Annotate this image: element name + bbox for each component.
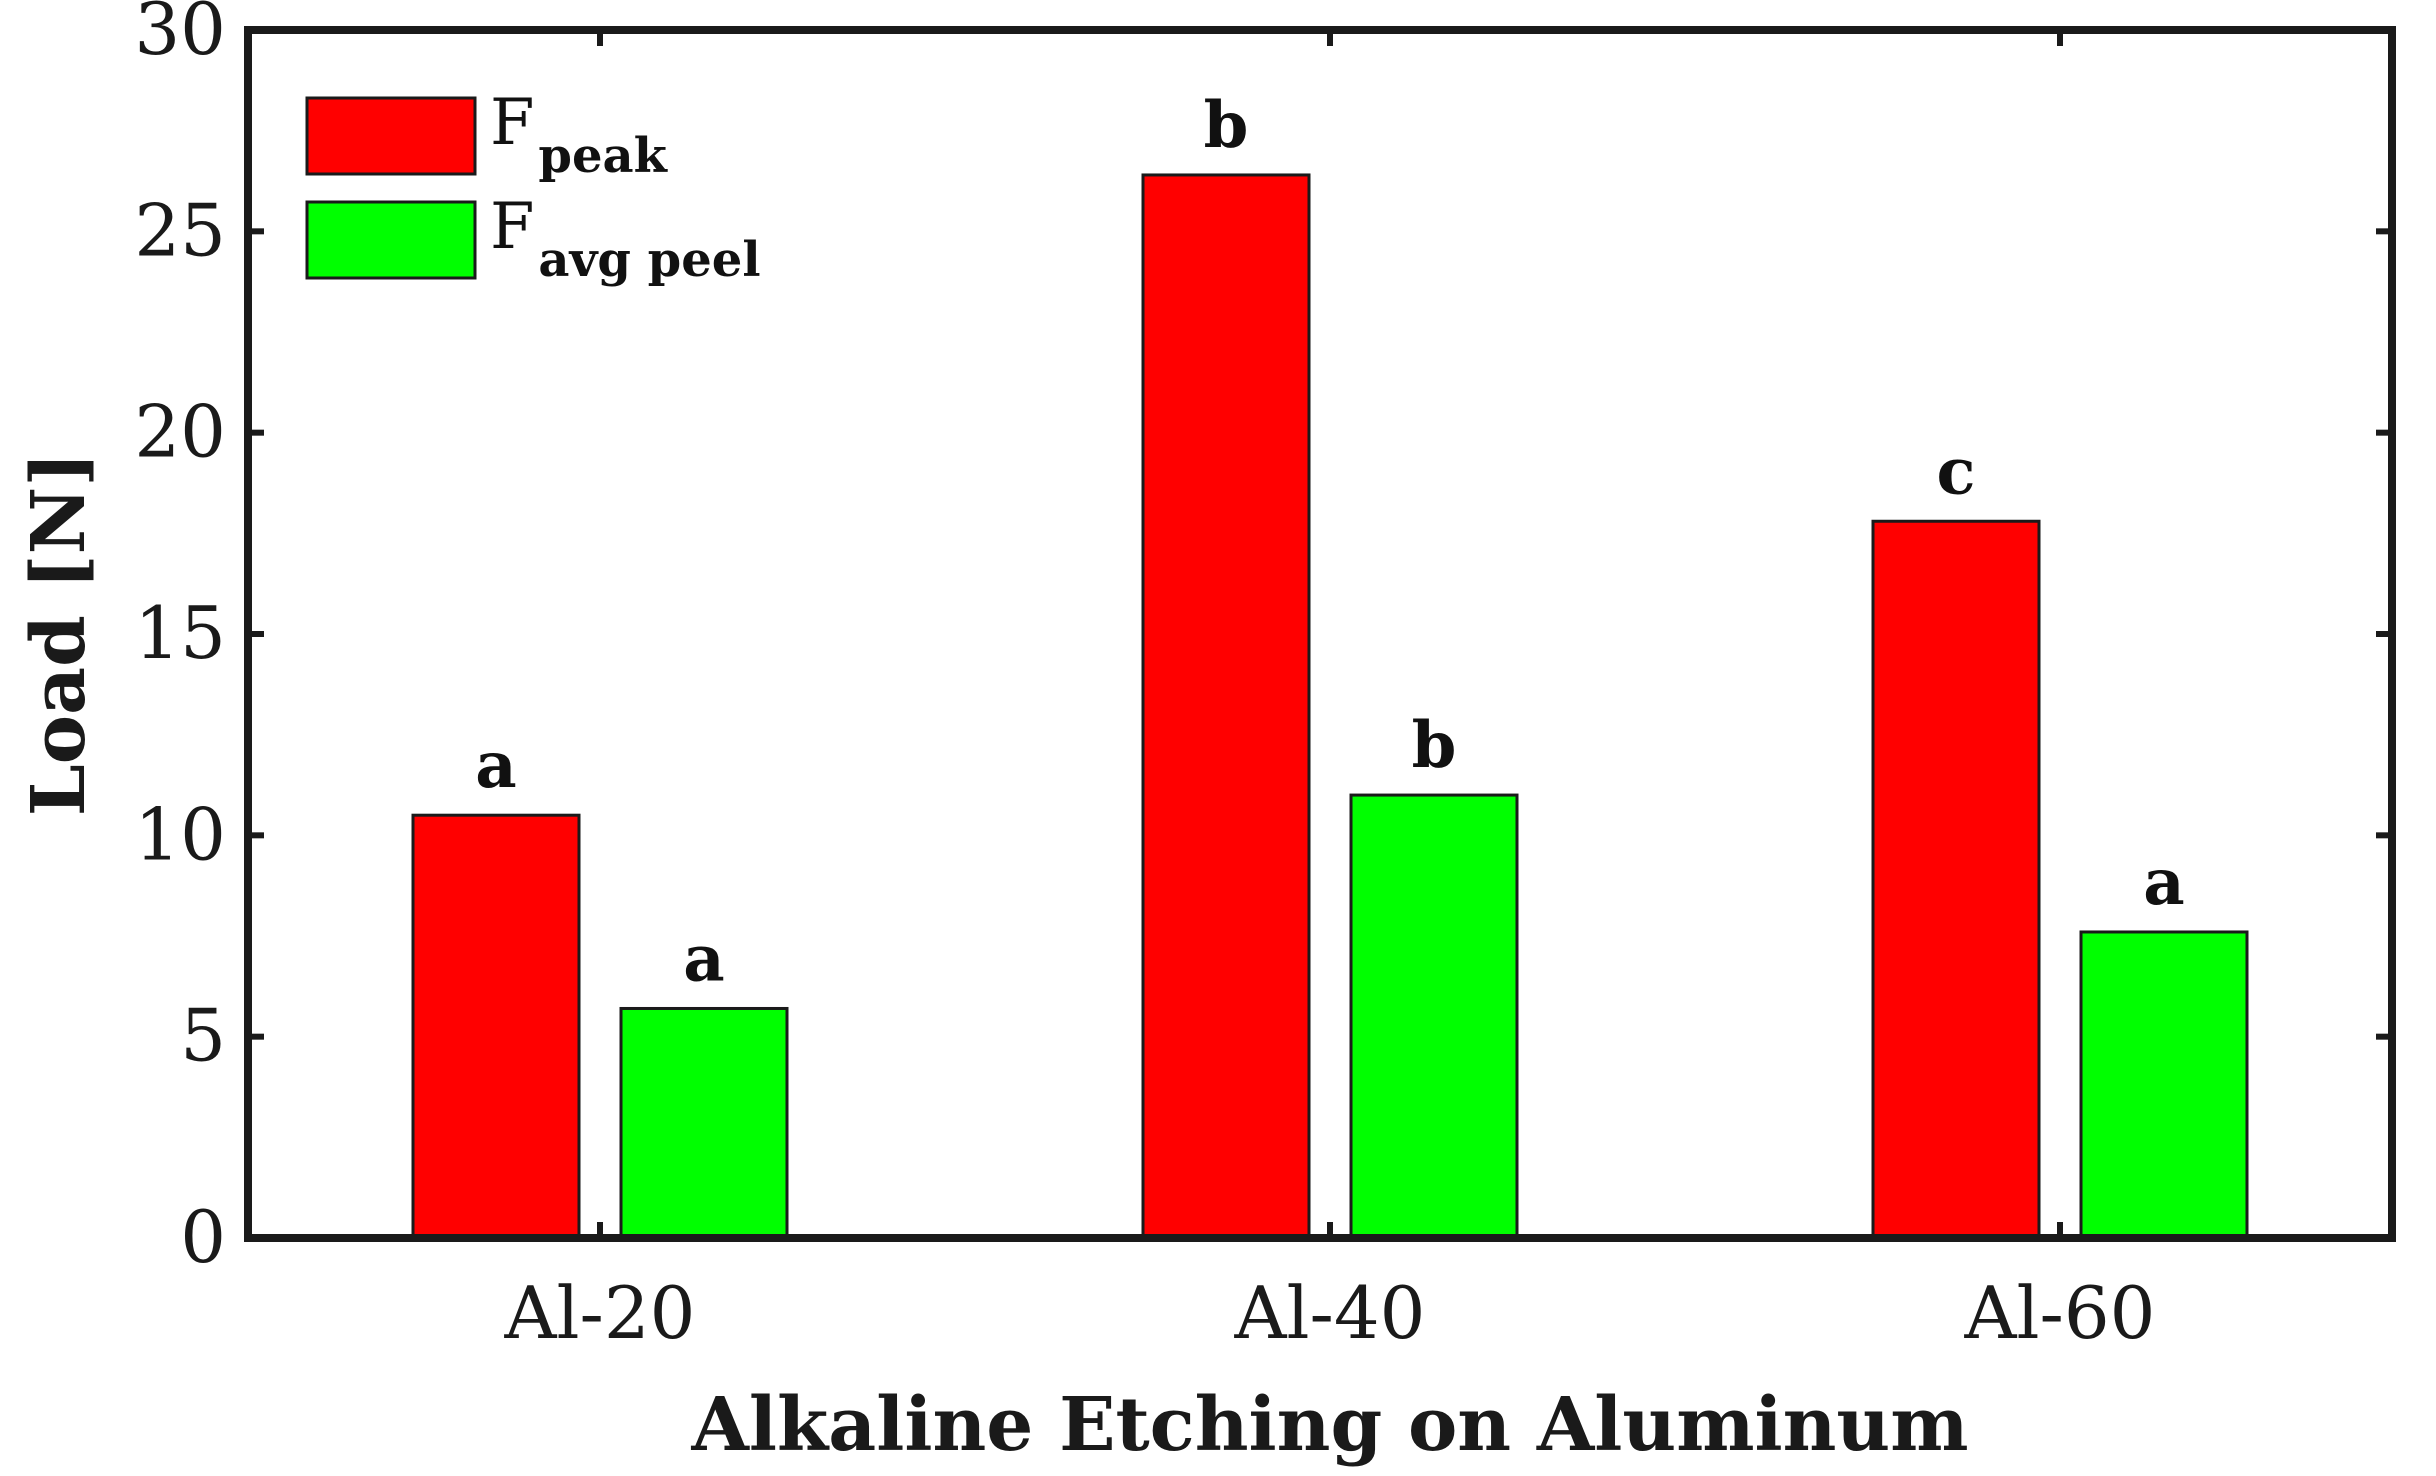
y-tick-label: 5 <box>180 994 226 1078</box>
bar-f-peak-al-20 <box>411 813 581 1240</box>
y-axis-title: Load [N] <box>16 452 102 817</box>
bar-f-peak-al-40 <box>1141 173 1311 1240</box>
legend-label: Favg peel <box>490 190 761 288</box>
x-axis-title: Alkaline Etching on Aluminum <box>690 1382 1968 1468</box>
bars-layer <box>411 173 2249 1240</box>
y-tick-label: 10 <box>134 792 226 876</box>
y-tick-label: 25 <box>134 188 226 272</box>
bar-significance-label: b <box>1412 708 1457 783</box>
y-tick-label: 20 <box>134 390 226 474</box>
legend-label-subscript: peak <box>538 128 668 184</box>
bar-significance-label: a <box>2143 845 2184 920</box>
legend-swatch <box>305 200 477 280</box>
legend-label-subscript: avg peel <box>538 232 760 288</box>
y-tick-label: 0 <box>180 1195 226 1279</box>
bar-significance-label: a <box>475 728 516 803</box>
bar-f-avg-peel-al-40 <box>1349 793 1519 1240</box>
bar-f-avg-peel-al-60 <box>2079 930 2249 1240</box>
bar-f-avg-peel-al-20 <box>619 1006 789 1240</box>
plot-frame <box>244 26 2396 1242</box>
x-tick-label: Al-40 <box>1234 1271 1426 1355</box>
labels-layer: a b c a b a 0 5 10 15 20 25 30 Al-20 Al-40 Al-60 <box>134 0 2184 1355</box>
legend-label: Fpeak <box>490 86 669 184</box>
bar-significance-label: c <box>1937 434 1976 509</box>
bar-significance-label: b <box>1204 88 1249 163</box>
x-tick-label: Al-20 <box>504 1271 696 1355</box>
bar-significance-label: a <box>683 921 724 996</box>
y-tick-label: 15 <box>134 591 226 675</box>
x-tick-label: Al-60 <box>1964 1271 2156 1355</box>
bar-f-peak-al-60 <box>1871 519 2041 1240</box>
legend-swatch <box>305 96 477 176</box>
y-tick-label: 30 <box>134 0 226 71</box>
